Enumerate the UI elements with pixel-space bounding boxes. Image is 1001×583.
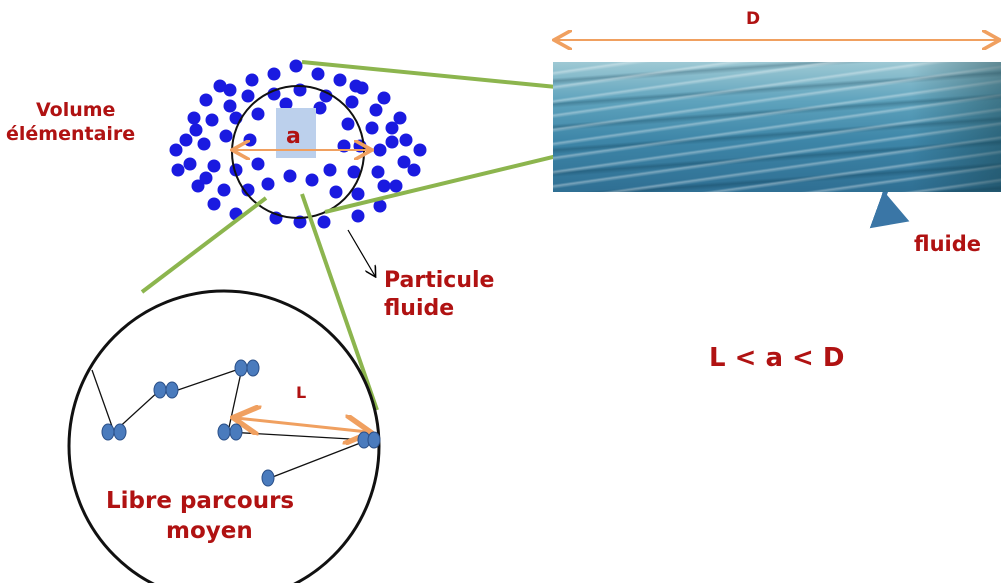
label-libre-line1: Libre parcours [106,488,295,514]
molecule-cluster [169,59,427,229]
molecule-dot [351,209,365,223]
label-L: L [296,383,307,402]
molecule-dot [279,97,293,111]
molecule-dot [377,91,391,105]
label-particule-line2: fluide [384,296,455,321]
molecule-dot [351,187,365,201]
molecule-single [261,469,275,487]
label-relation: L < a < D [709,343,845,373]
molecule-dot [397,155,411,169]
molecule-dot [385,121,399,135]
molecule-dot [323,163,337,177]
molecule-dot [311,67,325,81]
label-D: D [746,9,761,29]
molecule-dot [169,143,183,157]
molecule-pair-4b [229,423,243,441]
molecule-dot [413,143,427,157]
label-a: a [286,124,301,149]
zoom-line-right [300,193,379,411]
label-volume-line1: Volume [36,99,116,121]
molecule-dot [347,165,361,179]
molecule-dot [199,93,213,107]
molecule-dot [345,95,359,109]
molecule-dot [243,133,257,147]
molecule-dot [407,163,421,177]
molecule-dot [329,185,343,199]
label-fluide: fluide [914,232,981,256]
particle-pointer-arrow [347,229,375,276]
molecule-dot [371,165,385,179]
zoom-line-left [140,196,268,294]
molecule-dot [191,179,205,193]
molecule-dot [207,159,221,173]
molecule-dot [223,83,237,97]
molecule-dot [385,135,399,149]
molecule-pair-3a [234,359,248,377]
molecule-dot [245,73,259,87]
molecule-pair-2b [165,381,179,399]
molecule-pairs [101,359,381,487]
molecule-dot [289,59,303,73]
molecule-dot [189,123,203,137]
molecule-dot [217,183,231,197]
molecule-dot [179,133,193,147]
molecule-dot [399,133,413,147]
molecule-pair-5b [367,431,381,449]
molecule-dot [241,183,255,197]
molecule-dot [251,107,265,121]
molecule-pair-1b [113,423,127,441]
molecule-dot [267,67,281,81]
label-libre-line2: moyen [166,518,253,544]
molecule-dot [267,87,281,101]
molecule-dot [305,173,319,187]
molecule-dot [393,111,407,125]
molecule-pair-3b [246,359,260,377]
label-volume-line2: élémentaire [6,123,136,145]
molecule-dot [187,111,201,125]
molecule-dot [205,113,219,127]
molecule-dot [219,129,233,143]
molecule-dot [207,197,221,211]
molecule-dot [197,137,211,151]
molecule-dot [369,103,383,117]
molecule-pair-1a [101,423,115,441]
molecule-dot [251,157,265,171]
molecule-dot [199,171,213,185]
molecule-dot [171,163,185,177]
molecule-dot [213,79,227,93]
water-surface-image [553,62,1001,192]
molecule-dot [349,79,363,93]
molecule-dot [313,101,327,115]
molecule-dot [373,199,387,213]
l-dimension-arrow [236,418,368,432]
molecule-dot [223,99,237,113]
molecule-pair-4a [217,423,231,441]
molecule-dot [377,179,391,193]
label-particule-line1: Particule [384,268,495,293]
molecule-dot [283,169,297,183]
molecule-dot [341,117,355,131]
molecule-dot [373,143,387,157]
molecule-dot [333,73,347,87]
molecule-dot [365,121,379,135]
molecule-dot [317,215,331,229]
molecule-dot [389,179,403,193]
molecule-dot [183,157,197,171]
molecule-dot [241,89,255,103]
molecule-dot [261,177,275,191]
molecule-pair-2a [153,381,167,399]
